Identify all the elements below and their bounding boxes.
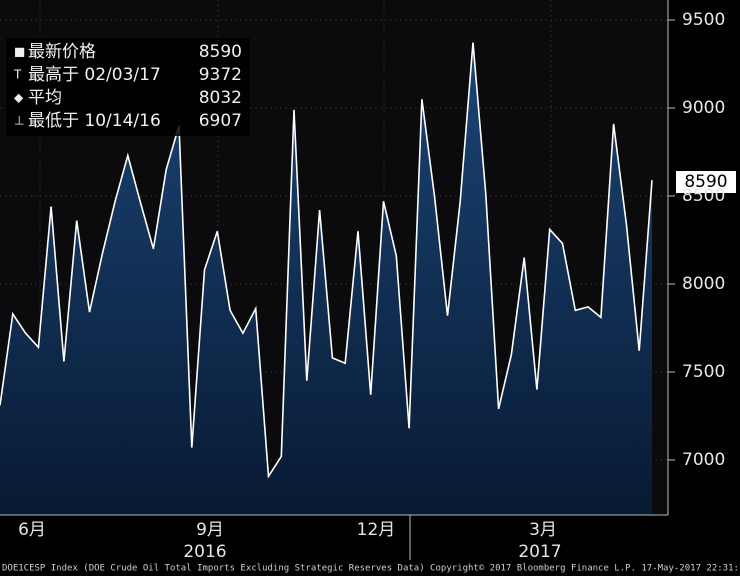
footer: DOE1CESP Index (DOE Crude Oil Total Impo… bbox=[2, 564, 740, 574]
y-tick-label: 9500 bbox=[682, 10, 725, 30]
x-tick-label: 9月 bbox=[196, 520, 224, 540]
legend-symbol: ◆ bbox=[14, 91, 24, 105]
y-tick-label: 9000 bbox=[682, 98, 725, 118]
legend-label: 平均 bbox=[28, 88, 62, 108]
x-tick-label: 12月 bbox=[357, 520, 396, 540]
legend: ■ 最新价格 8590 T 最高于 02/03/17 9372 ◆ 平均 8032 ⊥ 最低于 10… bbox=[6, 38, 250, 136]
last-value-box bbox=[676, 171, 736, 193]
legend-value: 6907 bbox=[199, 111, 242, 131]
legend-label: 最高于 02/03/17 bbox=[28, 65, 161, 85]
year-label: 2017 bbox=[518, 542, 561, 562]
legend-symbol: ■ bbox=[14, 45, 25, 59]
y-tick-label: 8000 bbox=[682, 274, 725, 294]
legend-symbol: ⊥ bbox=[14, 114, 24, 128]
legend-value: 8032 bbox=[199, 88, 242, 108]
y-tick-label: 7000 bbox=[682, 450, 725, 470]
x-tick-label: 3月 bbox=[529, 520, 557, 540]
year-label: 2016 bbox=[183, 542, 226, 562]
legend-symbol: T bbox=[13, 68, 22, 82]
legend-value: 9372 bbox=[199, 65, 242, 85]
legend-bg bbox=[6, 38, 250, 136]
legend-value: 8590 bbox=[199, 42, 242, 62]
legend-label: 最低于 10/14/16 bbox=[28, 111, 161, 131]
area-fill bbox=[0, 42, 652, 515]
legend-label: 最新价格 bbox=[28, 42, 96, 62]
last-value-label: 8590 bbox=[684, 172, 727, 192]
y-tick-label: 8500 bbox=[682, 186, 725, 206]
line bbox=[0, 42, 653, 479]
y-tick-label: 7500 bbox=[682, 362, 725, 382]
x-tick-label: 6月 bbox=[18, 520, 46, 540]
